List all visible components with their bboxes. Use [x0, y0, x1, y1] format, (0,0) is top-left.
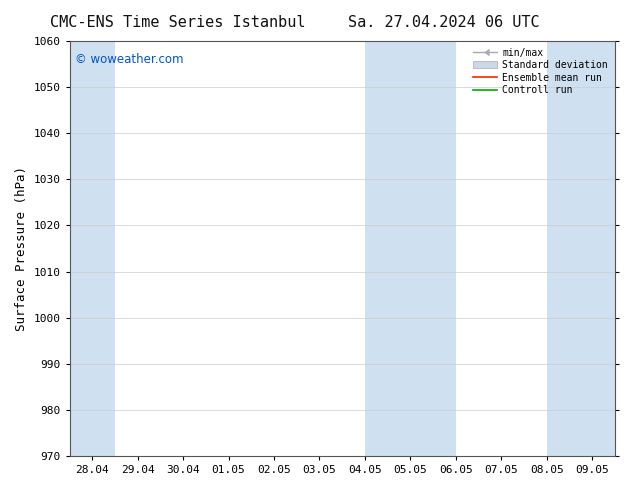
Text: CMC-ENS Time Series Istanbul: CMC-ENS Time Series Istanbul: [50, 15, 305, 30]
Bar: [70, 41, 115, 456]
Y-axis label: Surface Pressure (hPa): Surface Pressure (hPa): [15, 166, 28, 331]
Text: © woweather.com: © woweather.com: [75, 53, 183, 67]
Bar: [365, 41, 456, 456]
Bar: [547, 41, 615, 456]
Text: Sa. 27.04.2024 06 UTC: Sa. 27.04.2024 06 UTC: [348, 15, 540, 30]
Legend: min/max, Standard deviation, Ensemble mean run, Controll run: min/max, Standard deviation, Ensemble me…: [469, 44, 612, 99]
